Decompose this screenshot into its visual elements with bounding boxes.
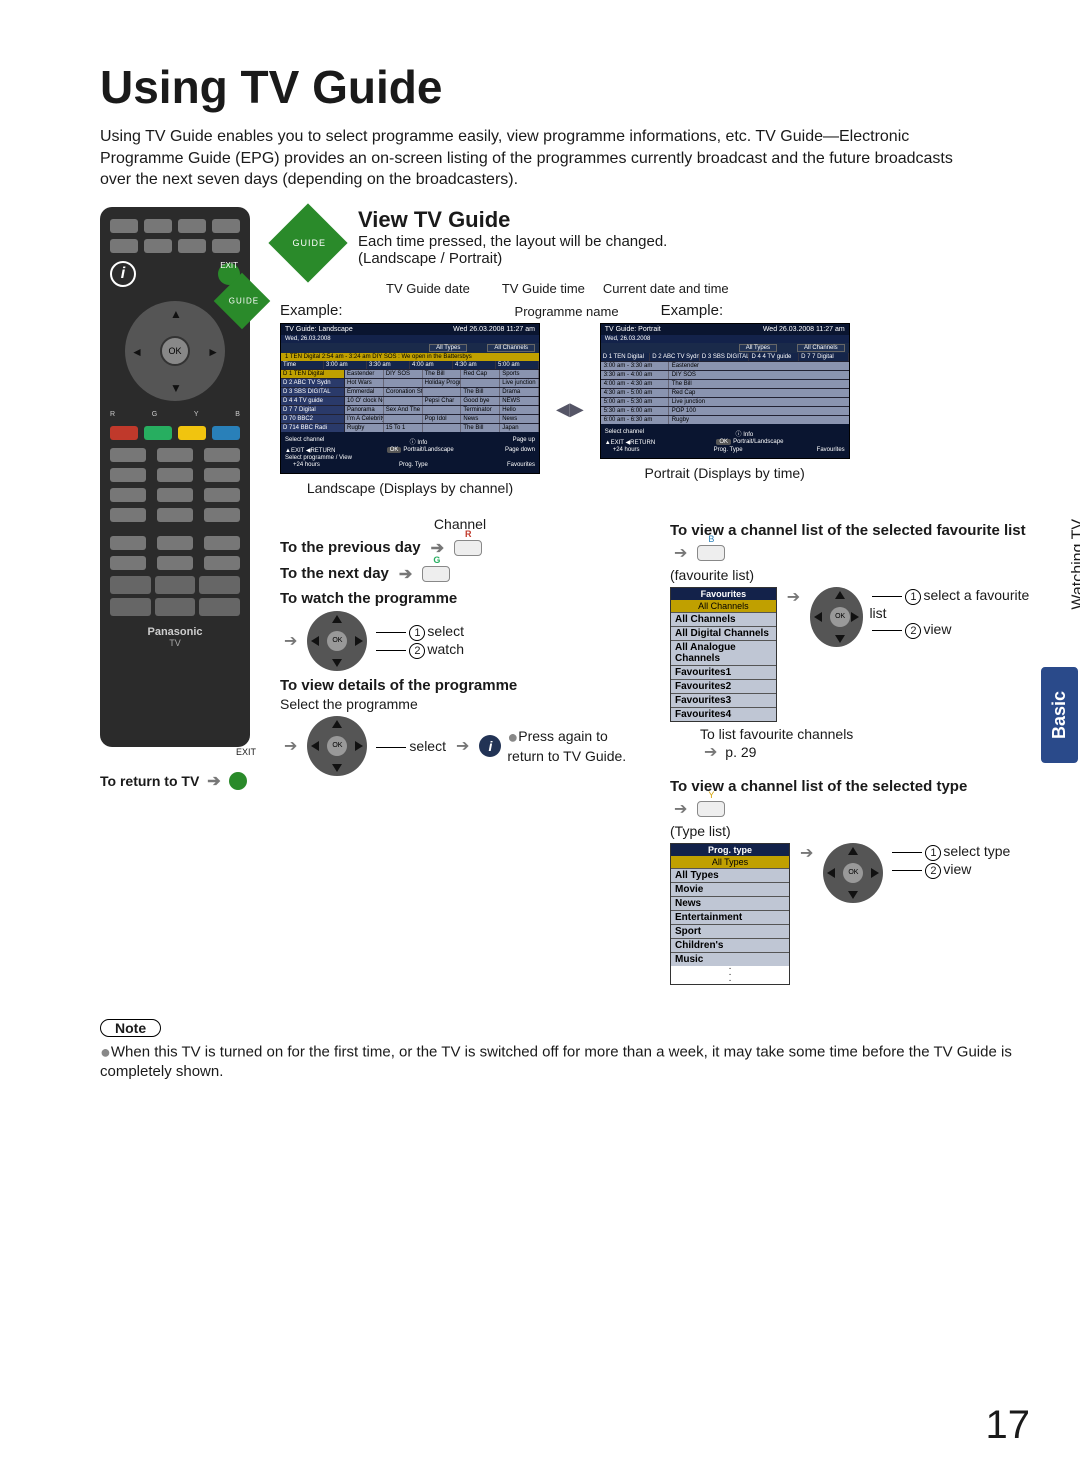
type-list-head: To view a channel list of the selected t… <box>670 778 1030 795</box>
remote-control: EXIT i GUIDE ▲▼ ◄► OK RGYB <box>100 207 250 747</box>
type-listbox[interactable]: Prog. type All Types All TypesMovieNewsE… <box>670 843 790 985</box>
guide-diamond-icon: GUIDE <box>268 203 347 282</box>
prev-day: To the previous day <box>280 539 421 556</box>
favourite-listbox[interactable]: Favourites All Channels All ChannelsAll … <box>670 587 777 722</box>
view-sub1: Each time pressed, the layout will be ch… <box>358 233 667 250</box>
portrait-caption: Portrait (Displays by time) <box>600 465 850 481</box>
next-day: To the next day <box>280 565 389 582</box>
note-label: Note <box>100 1019 161 1037</box>
fav-list-label: (favourite list) <box>670 567 1030 583</box>
example-label-1: Example: <box>280 302 343 319</box>
yellow-key-icon[interactable]: Y <box>697 801 725 817</box>
mini-dpad-4[interactable]: OK <box>823 843 883 903</box>
watch-programme: To watch the programme <box>280 590 640 607</box>
dpad[interactable]: ▲▼ ◄► OK <box>125 301 225 401</box>
swap-arrow-icon: ◀▶ <box>556 399 584 420</box>
example-label-2: Example: <box>661 302 724 319</box>
brand-label: Panasonic <box>110 626 240 638</box>
epg-portrait: TV Guide: PortraitWed 26.03.2008 11:27 a… <box>600 323 850 459</box>
tv-guide-date-label: TV Guide date <box>386 281 470 296</box>
view-sub2: (Landscape / Portrait) <box>358 250 667 267</box>
green-key-icon[interactable]: G <box>422 566 450 582</box>
view-tv-guide-title: View TV Guide <box>358 207 667 233</box>
channel-label: Channel <box>280 516 640 532</box>
exit-small-label: EXIT <box>100 747 256 757</box>
select-programme-text: Select the programme <box>280 696 640 712</box>
fav-ref: To list favourite channels <box>700 726 853 742</box>
info-icon-2[interactable]: i <box>479 735 501 757</box>
page-number: 17 <box>986 1403 1031 1448</box>
ok-button[interactable]: OK <box>160 336 190 366</box>
exit-label: EXIT <box>220 261 238 270</box>
red-key-icon[interactable]: R <box>454 540 482 556</box>
info-icon[interactable]: i <box>110 261 136 287</box>
type-list-label: (Type list) <box>670 823 1030 839</box>
side-basic-tab: Basic <box>1041 667 1078 763</box>
mini-dpad-3[interactable]: OK <box>810 587 863 647</box>
epg-landscape: TV Guide: LandscapeWed 26.03.2008 11:27 … <box>280 323 540 474</box>
fav-page-ref: p. 29 <box>725 744 756 760</box>
mini-dpad-2[interactable]: OK <box>307 716 367 776</box>
current-datetime-label: Current date and time <box>603 281 729 296</box>
blue-key-icon[interactable]: B <box>697 545 725 561</box>
number-pad[interactable] <box>110 576 240 616</box>
side-tab: Watching TVUsing TV Guide <box>957 497 1070 533</box>
color-buttons[interactable] <box>110 426 240 440</box>
brand-sub: TV <box>110 638 240 648</box>
mini-dpad-1[interactable]: OK <box>307 611 367 671</box>
landscape-caption: Landscape (Displays by channel) <box>280 480 540 496</box>
view-details: To view details of the programme <box>280 677 640 694</box>
tv-guide-time-label: TV Guide time <box>502 281 585 296</box>
note-text: When this TV is turned on for the first … <box>100 1043 1012 1080</box>
intro-text: Using TV Guide enables you to select pro… <box>100 126 960 191</box>
return-to-tv: To return to TV➔ <box>100 771 260 791</box>
programme-name-label: Programme name <box>515 304 619 319</box>
page-title: Using TV Guide <box>100 60 1030 114</box>
